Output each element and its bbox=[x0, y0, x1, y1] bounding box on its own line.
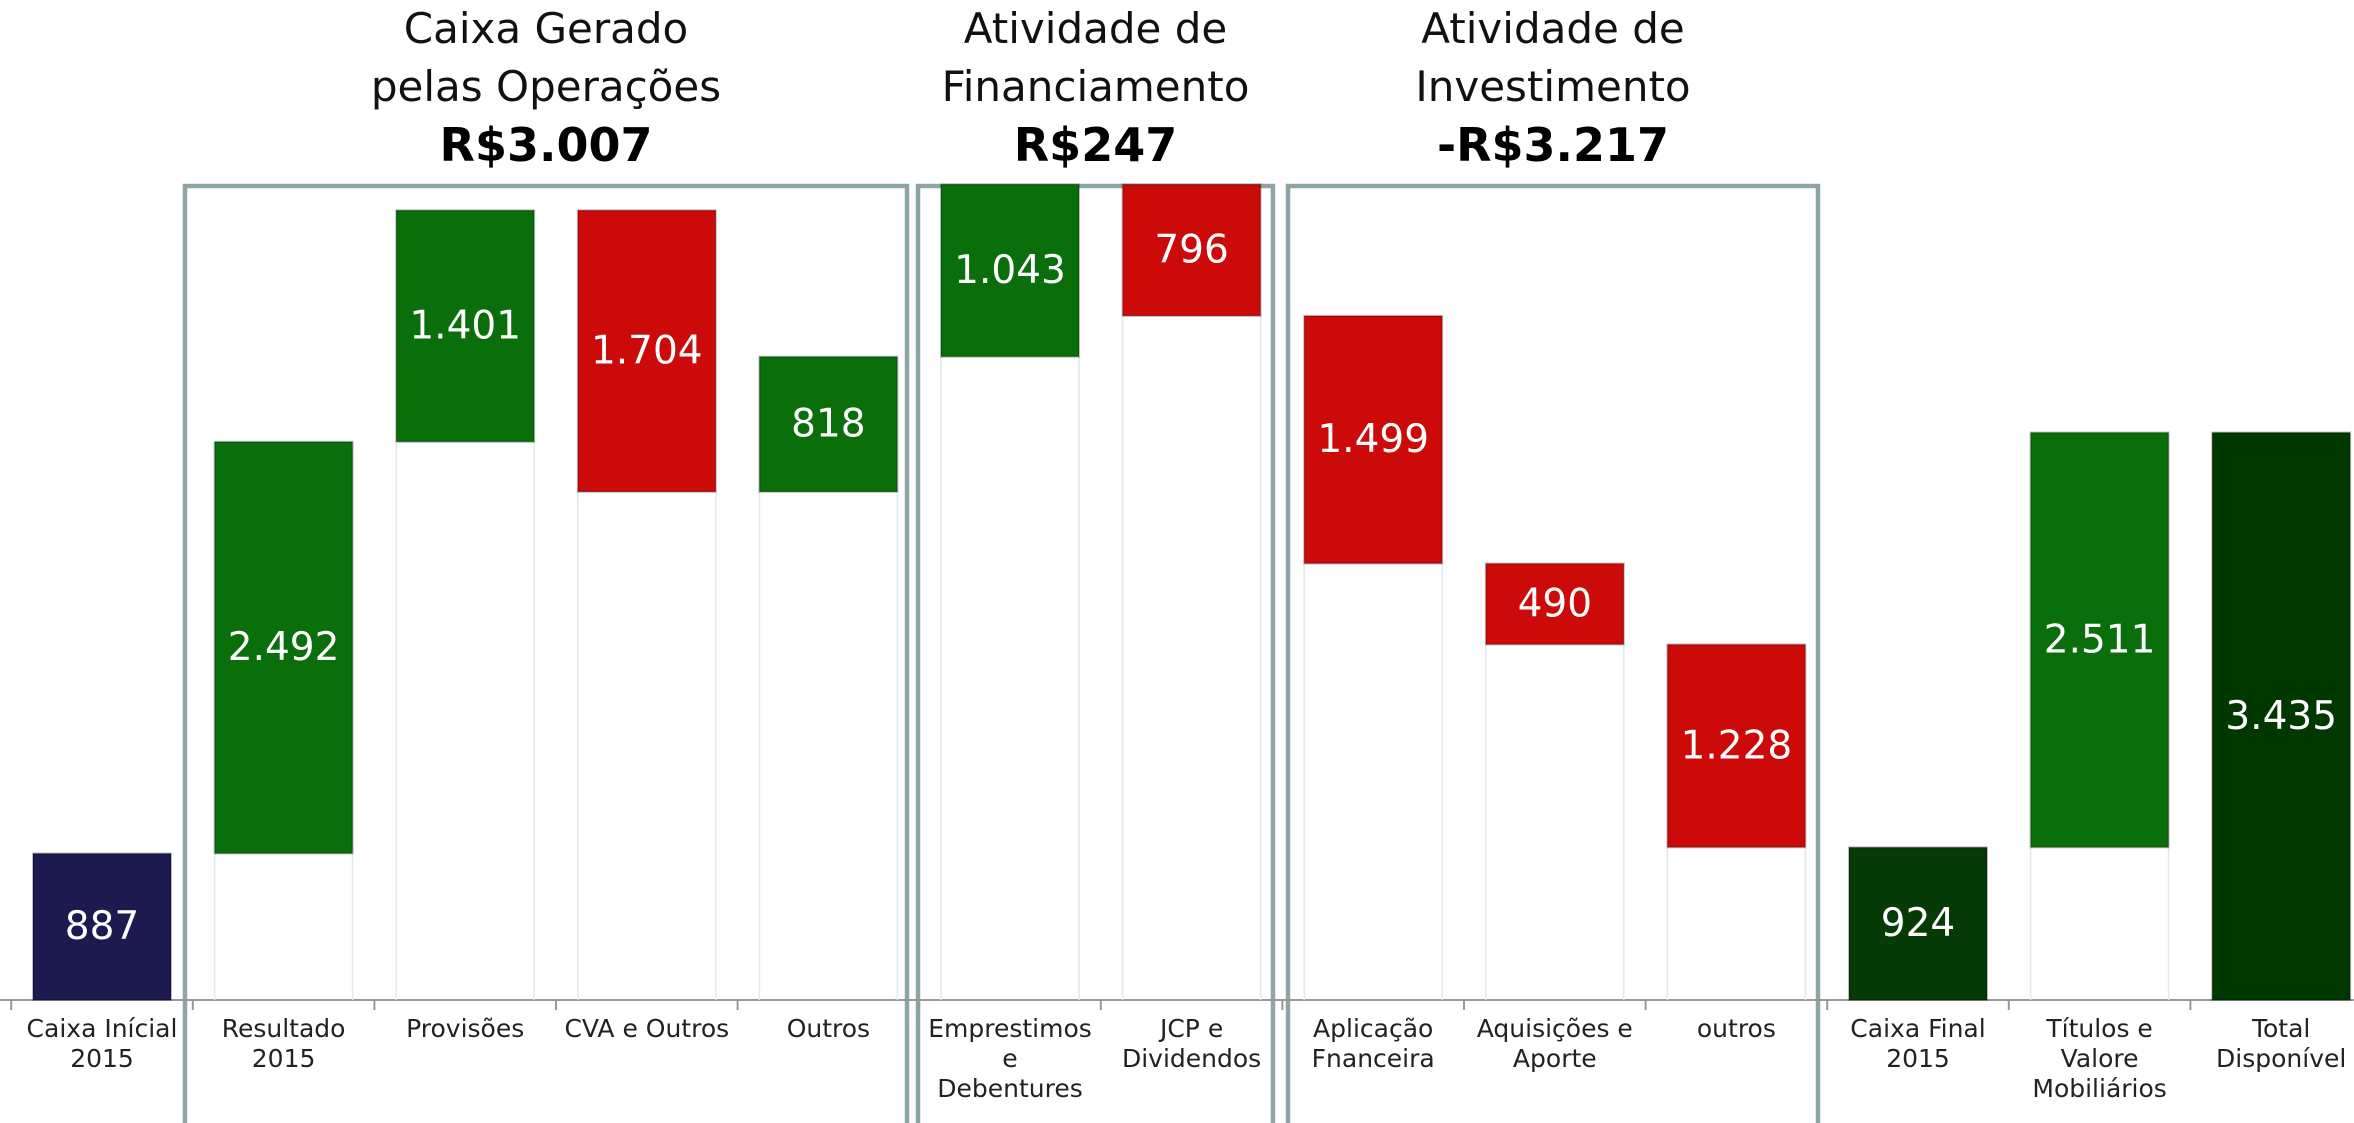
data-label: 3.435 bbox=[2225, 694, 2337, 739]
data-label: 818 bbox=[791, 402, 865, 447]
bar bbox=[2029, 431, 2170, 849]
group-box bbox=[1285, 183, 1821, 1123]
x-tick-label: CVA e Outros bbox=[564, 1014, 730, 1043]
bar bbox=[32, 852, 172, 1001]
data-label: 887 bbox=[65, 904, 139, 949]
bar bbox=[395, 209, 536, 443]
group-total: R$247 bbox=[1013, 118, 1178, 172]
x-tick-label: Outros bbox=[786, 1014, 871, 1043]
x-tick-label: Caixa Inícial 2015 bbox=[26, 1014, 178, 1073]
bar bbox=[213, 440, 354, 855]
x-tick-label: Títulos e Valore Mobiliários bbox=[2032, 1014, 2167, 1103]
data-label: 2.492 bbox=[228, 625, 340, 670]
bar bbox=[1666, 643, 1807, 849]
group-title: Atividade de Investimento bbox=[1415, 4, 1691, 111]
x-tick-label: Aquisições e Aporte bbox=[1476, 1014, 1633, 1073]
data-label: 1.401 bbox=[409, 304, 521, 349]
bar bbox=[1303, 314, 1444, 565]
x-tick-label: Resultado 2015 bbox=[221, 1014, 346, 1073]
group-title: Caixa Gerado pelas Operações bbox=[370, 4, 722, 111]
data-label: 1.704 bbox=[591, 329, 703, 374]
bar bbox=[2211, 431, 2352, 1001]
data-label: 490 bbox=[1518, 581, 1592, 626]
bar bbox=[1121, 183, 1262, 317]
bar bbox=[758, 355, 899, 493]
x-tick-label: Total Disponível bbox=[2216, 1014, 2347, 1073]
x-tick-label: Emprestimos e Debentures bbox=[928, 1014, 1092, 1103]
bar bbox=[1484, 562, 1625, 646]
group-box bbox=[915, 183, 1276, 1123]
x-tick-label: outros bbox=[1696, 1014, 1776, 1043]
group-total: R$3.007 bbox=[439, 118, 653, 172]
bar bbox=[1848, 846, 1988, 1001]
x-tick-label: Aplicação Fnanceira bbox=[1311, 1014, 1435, 1073]
x-tick-label: Caixa Final 2015 bbox=[1850, 1014, 1986, 1073]
data-label: 1.043 bbox=[954, 248, 1066, 293]
data-label: 924 bbox=[1881, 901, 1955, 946]
group-box bbox=[182, 183, 910, 1123]
data-label: 1.499 bbox=[1317, 417, 1429, 462]
bar bbox=[940, 183, 1080, 358]
group-total: -R$3.217 bbox=[1436, 118, 1670, 172]
group-title: Atividade de Financiamento bbox=[941, 4, 1250, 111]
data-label: 1.228 bbox=[1681, 723, 1793, 768]
x-tick-label: Provisões bbox=[406, 1014, 525, 1043]
bar bbox=[576, 209, 717, 493]
x-tick-label: JCP e Dividendos bbox=[1121, 1014, 1262, 1073]
data-label: 2.511 bbox=[2044, 617, 2156, 662]
data-label: 796 bbox=[1154, 228, 1228, 273]
